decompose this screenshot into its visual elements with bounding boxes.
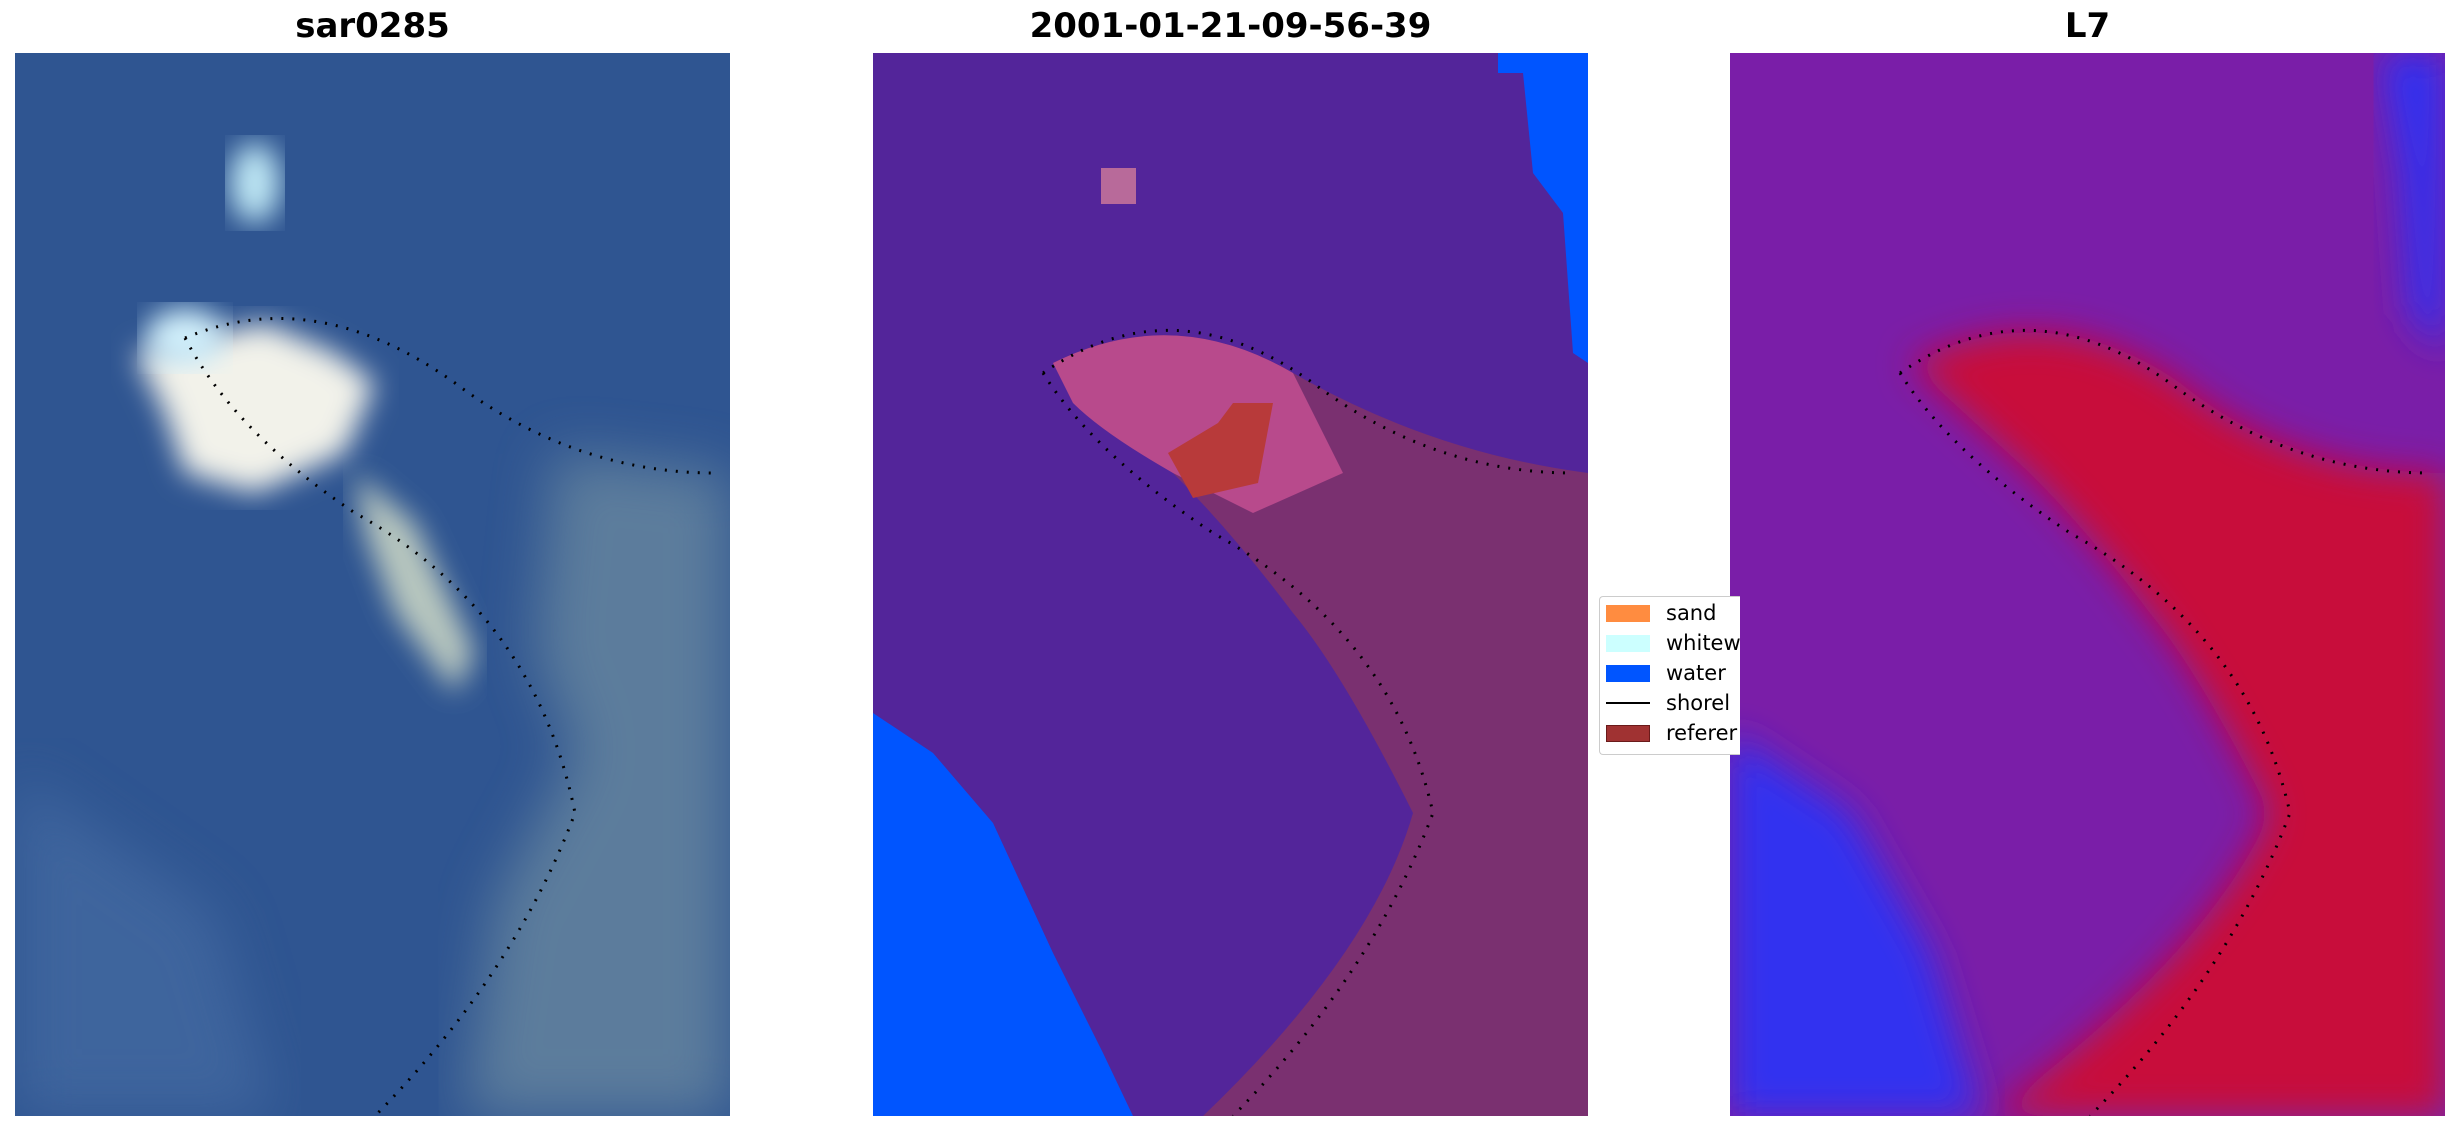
index-image: [1730, 53, 2445, 1116]
legend-label: referer: [1666, 721, 1738, 745]
classification-image: [873, 53, 1588, 1116]
reference-swatch: [1606, 724, 1650, 742]
legend-label: sand: [1666, 601, 1717, 625]
legend-label: shorel: [1666, 691, 1731, 715]
panel-title: L7: [2064, 6, 2111, 46]
rgb-satellite-image: [15, 53, 730, 1116]
legend: sand whitew water shorel referer: [1599, 596, 1740, 755]
legend-item-sand: sand: [1606, 600, 1716, 626]
shoreline-line-swatch: [1606, 702, 1650, 704]
legend-item-reference: referer: [1606, 720, 1737, 746]
whitewater-swatch: [1606, 634, 1650, 652]
legend-item-shoreline: shorel: [1606, 690, 1730, 716]
panel-title: 2001-01-21-09-56-39: [1029, 6, 1432, 46]
sand-swatch: [1606, 604, 1650, 622]
legend-item-whitewater: whitew: [1606, 630, 1740, 656]
panel-title: sar0285: [295, 6, 450, 46]
legend-label: water: [1666, 661, 1726, 685]
legend-item-water: water: [1606, 660, 1726, 686]
legend-label: whitew: [1666, 631, 1740, 655]
water-swatch: [1606, 664, 1650, 682]
